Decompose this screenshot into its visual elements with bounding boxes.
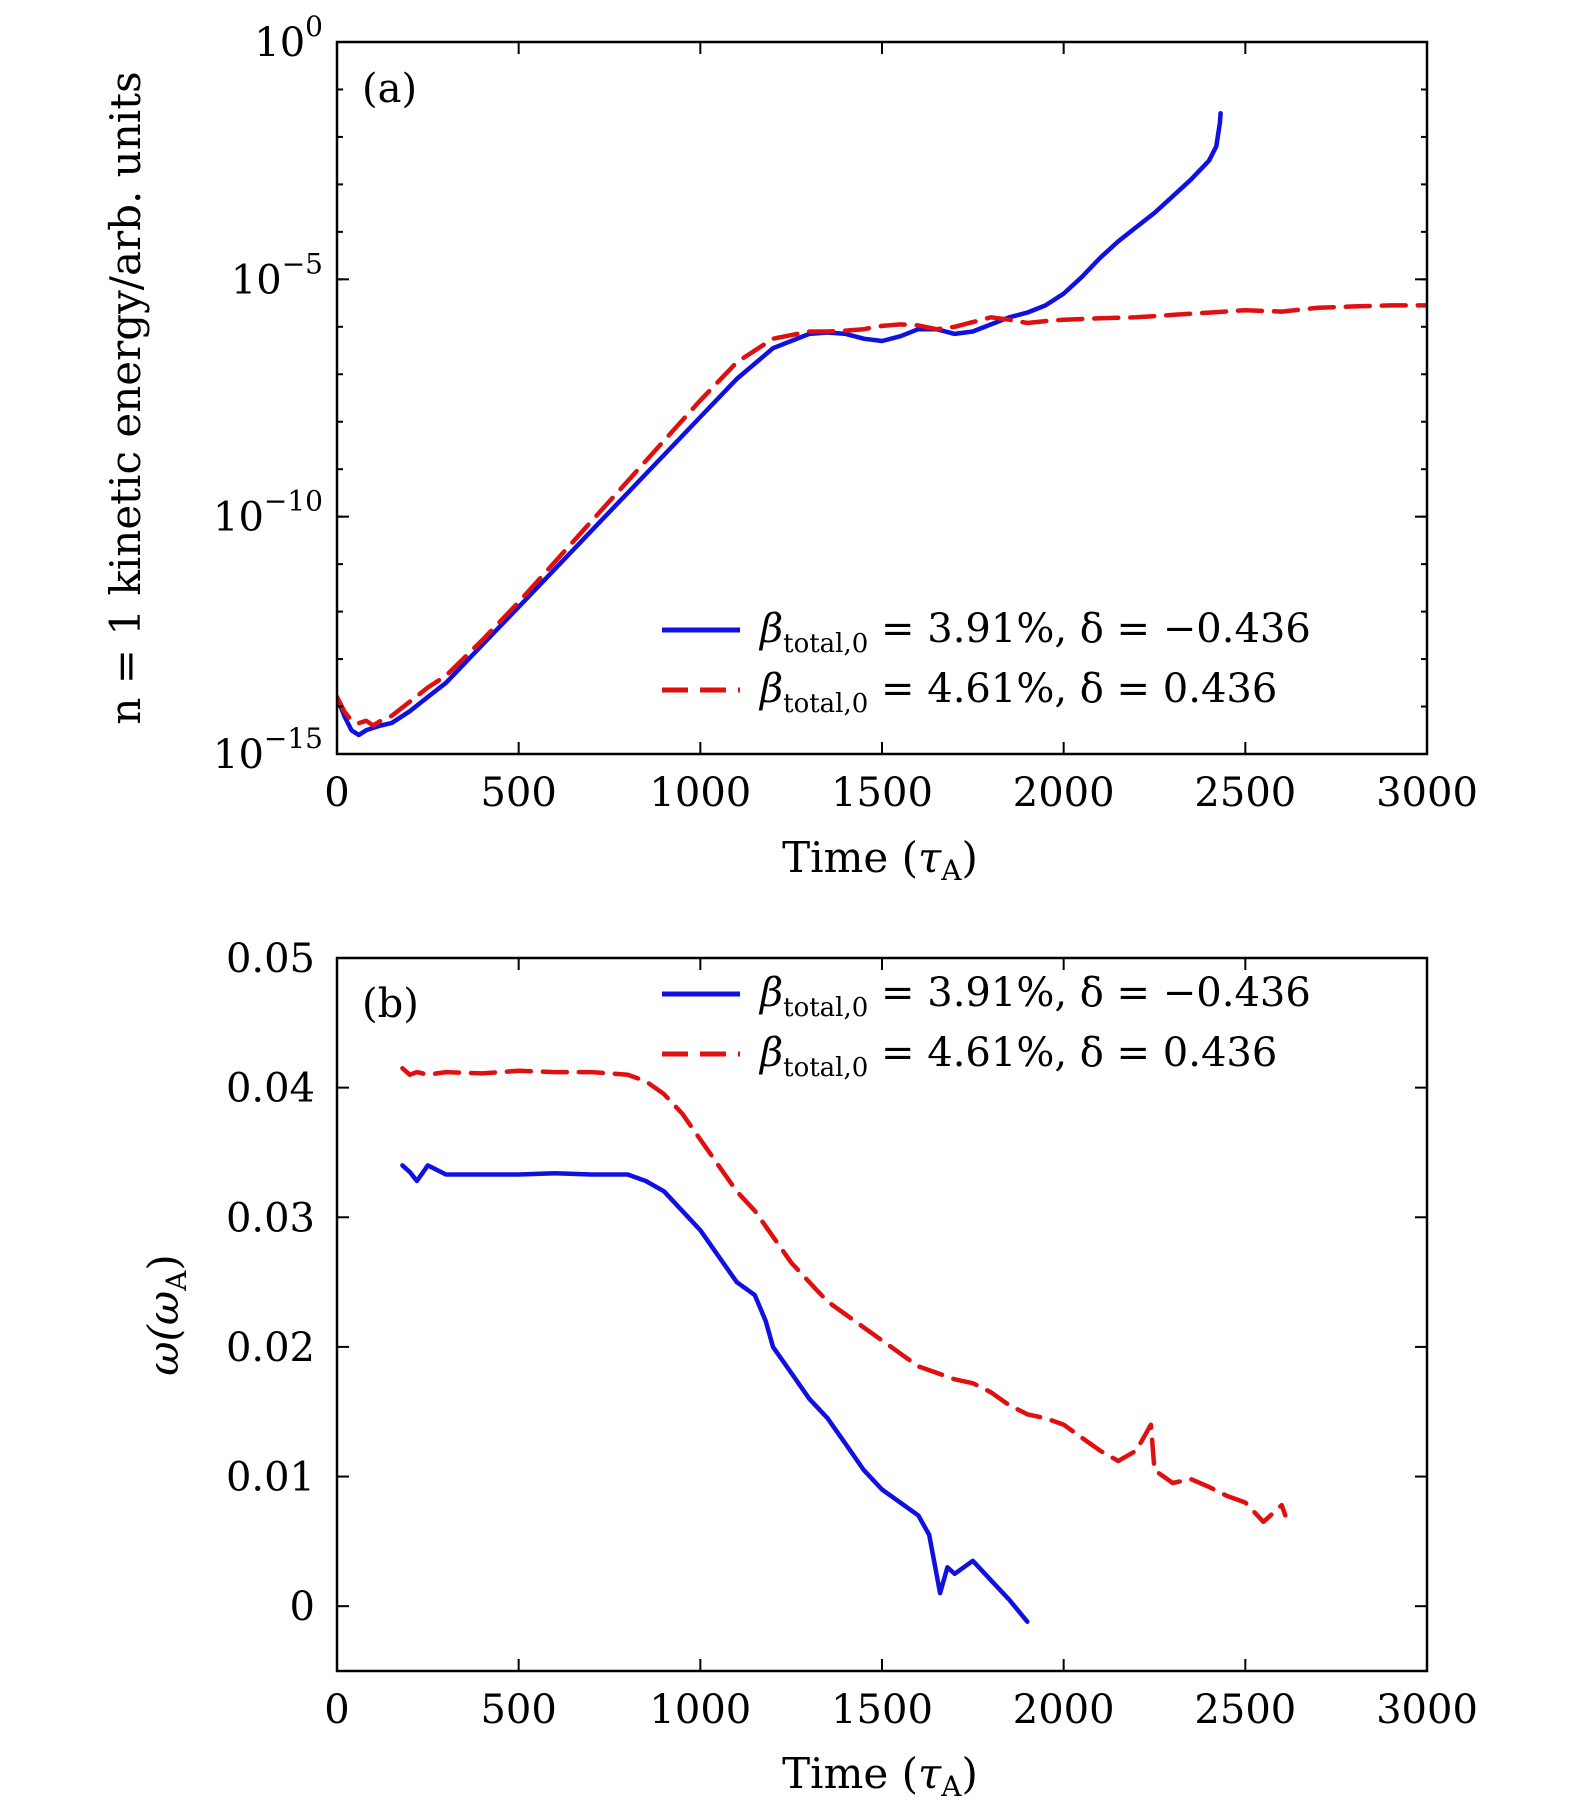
x-tick-label: 0	[324, 770, 349, 816]
x-tick-label: 2500	[1194, 770, 1296, 816]
y-tick-label: 0.04	[226, 1066, 315, 1112]
plot-area-a	[337, 110, 1427, 738]
x-axis-label-a: Time (τA)	[782, 833, 978, 887]
legend-label-2: βtotal,0 = 4.61%, δ = 0.436	[758, 1030, 1277, 1083]
y-axis-label-a: n = 1 kinetic energy/arb. units	[101, 71, 150, 724]
x-ticks-a: 0 500 1000 1500 2000 2500 3000	[324, 42, 1478, 816]
y-tick-label: 0.03	[226, 1195, 315, 1241]
x-tick-label: 0	[324, 1687, 349, 1733]
y-tick-label: 0.01	[226, 1455, 315, 1501]
y-tick-label: 10−15	[213, 722, 323, 778]
panel-label-a: (a)	[362, 66, 417, 112]
y-ticks-b: 0.05 0.04 0.03 0.02 0.01 0	[226, 936, 1427, 1630]
x-tick-label: 2500	[1194, 1687, 1296, 1733]
x-tick-label: 2000	[1013, 770, 1115, 816]
y-axis-label-b: ω(ωA)	[139, 1254, 193, 1376]
y-tick-label: 0	[290, 1584, 315, 1630]
y-ticks-a: 100 10−5 10−10 10−15	[213, 10, 1427, 778]
plot-area-b	[400, 1065, 1288, 1624]
series-line-2	[400, 1065, 1288, 1525]
x-axis-label-b: Time (τA)	[782, 1749, 978, 1803]
y-tick-label: 10−10	[213, 485, 323, 541]
x-tick-label: 1500	[831, 770, 933, 816]
series-line-1	[400, 1163, 1030, 1624]
x-tick-label: 1000	[649, 1687, 751, 1733]
y-tick-label: 10−5	[231, 247, 323, 303]
series-line-2	[337, 303, 1427, 728]
legend-b: βtotal,0 = 3.91%, δ = −0.436 βtotal,0 = 4…	[662, 970, 1311, 1083]
x-ticks-b: 0 500 1000 1500 2000 2500 3000	[324, 958, 1478, 1733]
y-tick-label: 0.05	[226, 936, 315, 982]
y-tick-label: 0.02	[226, 1325, 315, 1371]
x-tick-label: 500	[480, 1687, 556, 1733]
panel-label-b: (b)	[362, 981, 419, 1027]
x-tick-label: 2000	[1013, 1687, 1115, 1733]
chart-panel-a: (a) Time (τA) n = 1 kinetic energy/arb. …	[101, 10, 1478, 887]
x-tick-label: 1500	[831, 1687, 933, 1733]
x-tick-label: 3000	[1376, 770, 1478, 816]
series-line-1	[337, 110, 1223, 738]
legend-label-1: βtotal,0 = 3.91%, δ = −0.436	[758, 606, 1311, 659]
y-tick-label: 100	[254, 10, 323, 66]
chart-panel-b: (b) Time (τA) ω(ωA) 0 500 1000 1500 2000 2500…	[139, 936, 1478, 1803]
legend-label-2: βtotal,0 = 4.61%, δ = 0.436	[758, 666, 1277, 719]
legend-label-1: βtotal,0 = 3.91%, δ = −0.436	[758, 970, 1311, 1023]
x-tick-label: 1000	[649, 770, 751, 816]
x-tick-label: 500	[480, 770, 556, 816]
legend-a: βtotal,0 = 3.91%, δ = −0.436 βtotal,0 = 4…	[662, 606, 1311, 719]
x-tick-label: 3000	[1376, 1687, 1478, 1733]
